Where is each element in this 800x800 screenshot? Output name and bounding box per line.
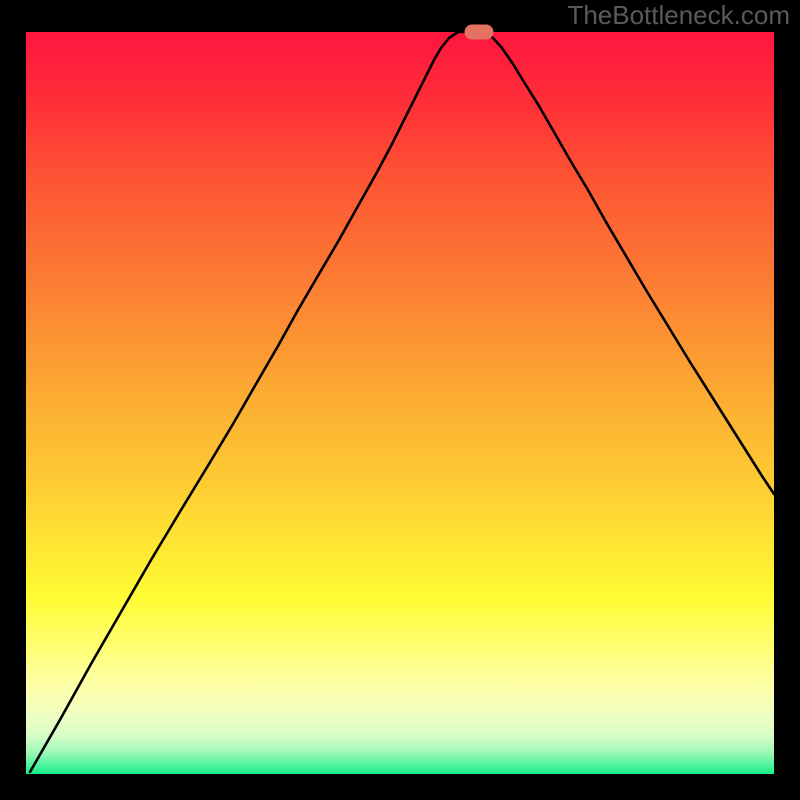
chart-root: TheBottleneck.com (0, 0, 800, 800)
plot-area (26, 32, 774, 774)
optimal-marker (465, 25, 494, 40)
bottleneck-chart: TheBottleneck.com (0, 0, 800, 800)
watermark-text: TheBottleneck.com (567, 0, 790, 30)
